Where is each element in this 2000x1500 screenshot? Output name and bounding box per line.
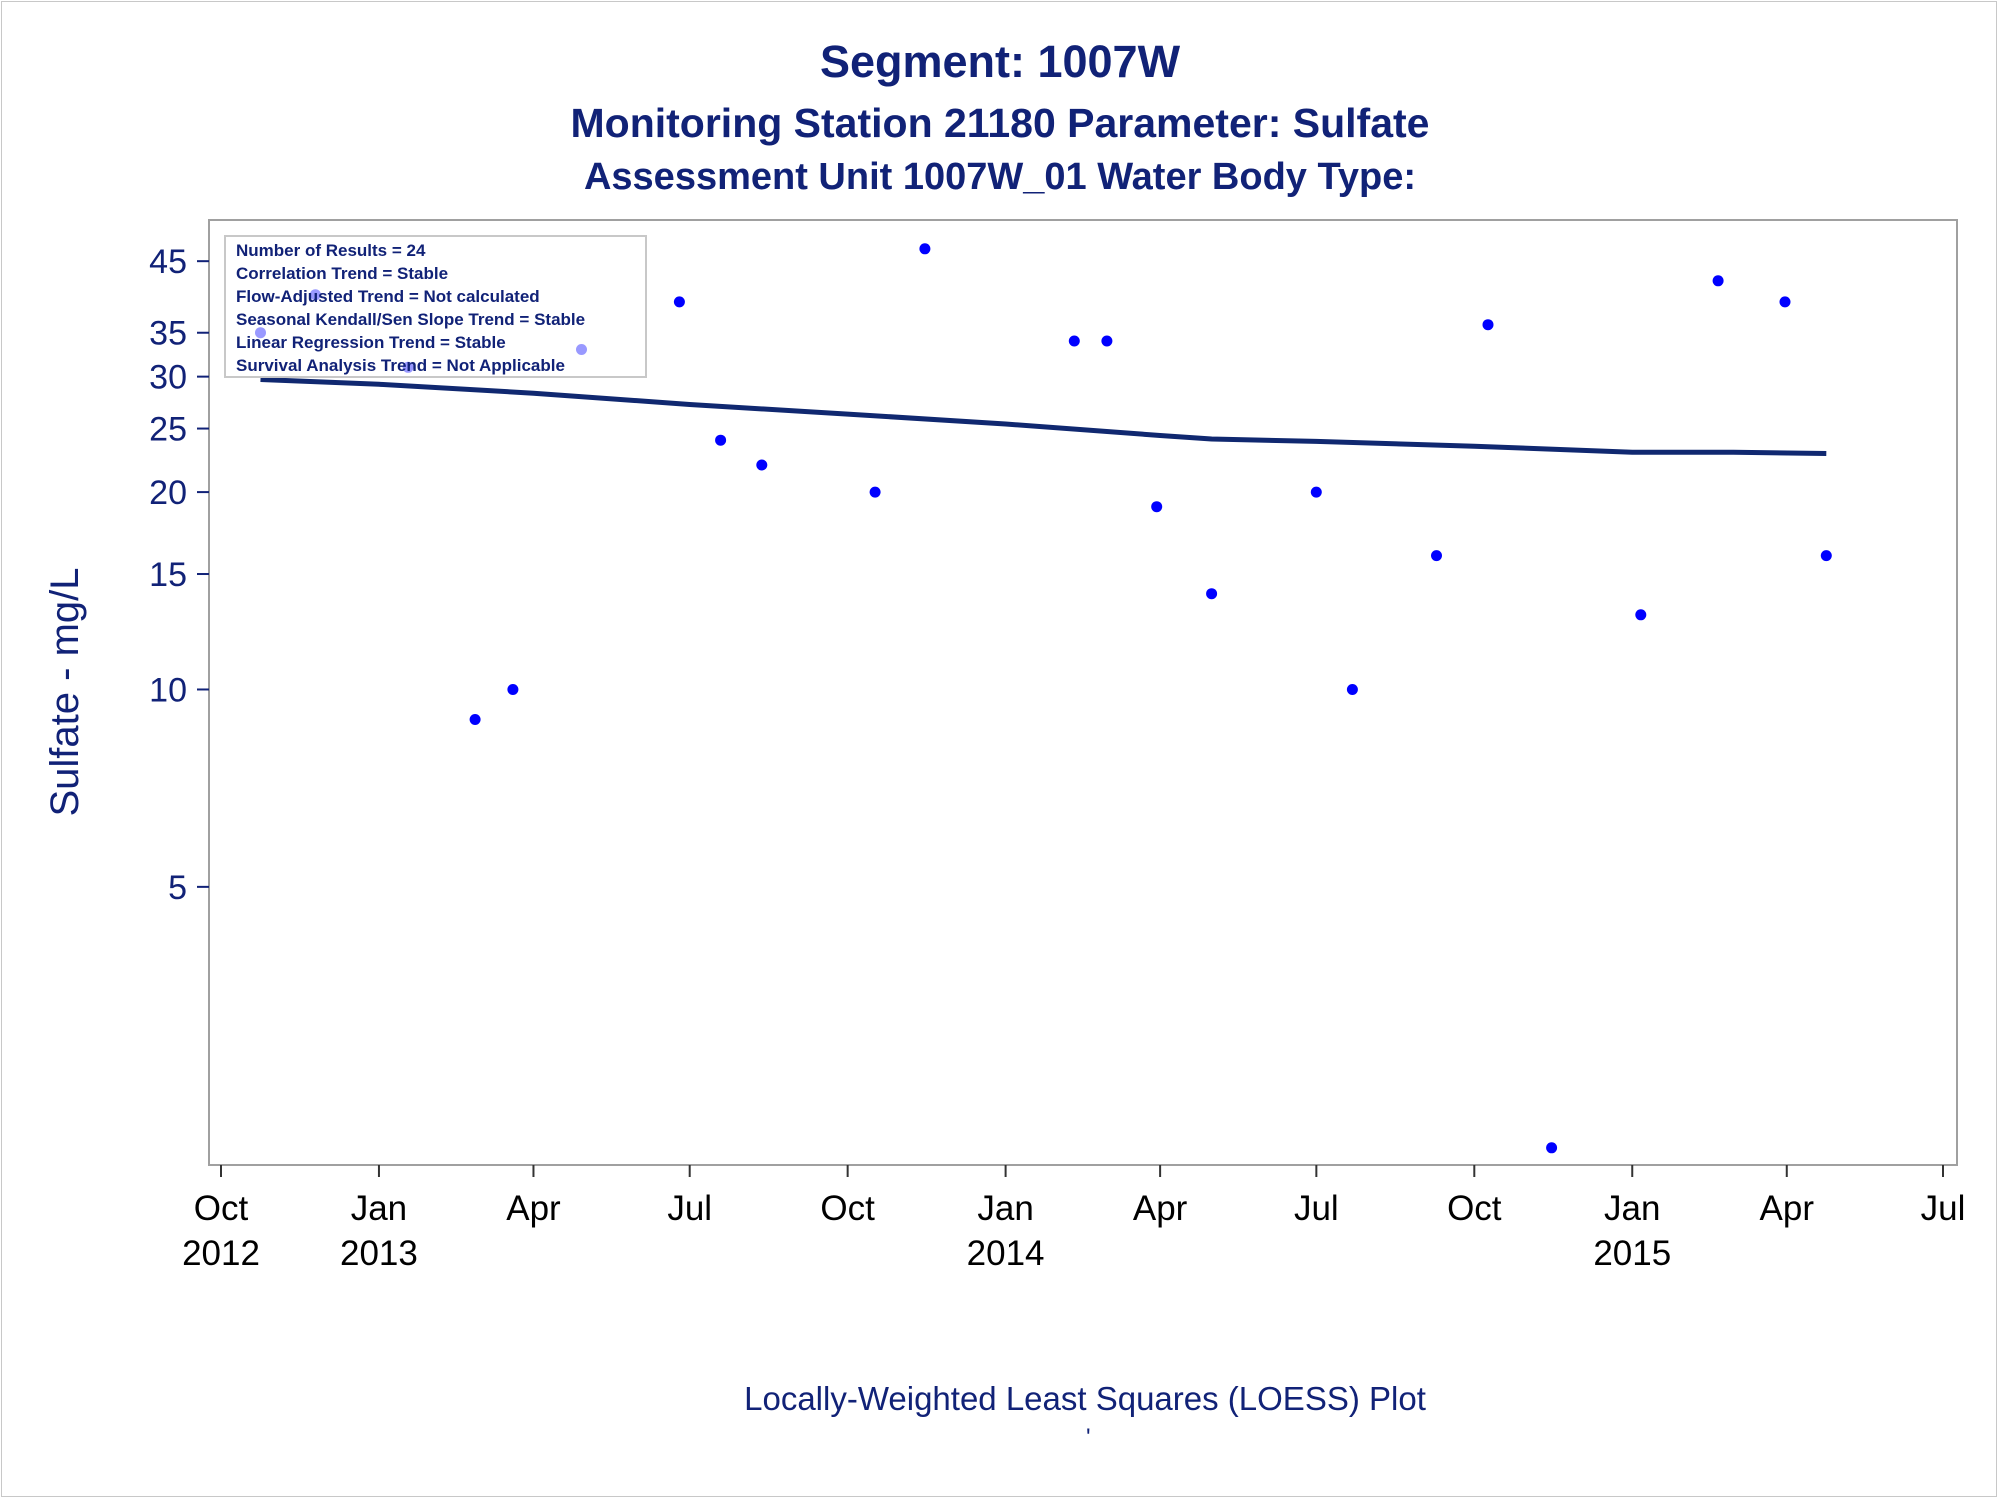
x-tick-year-2015: 2015	[1593, 1234, 1671, 1273]
data-point-20	[1546, 1142, 1558, 1154]
x-tick-label-jul-7: Jul	[1294, 1189, 1339, 1228]
legend-line-4: Seasonal Kendall/Sen Slope Trend = Stabl…	[236, 310, 585, 329]
legend-box	[224, 235, 647, 378]
y-tick-label-30: 30	[149, 359, 187, 397]
data-point-10	[869, 486, 881, 498]
data-point-21	[1635, 609, 1647, 621]
x-tick-label-oct-4: Oct	[820, 1189, 875, 1228]
x-tick-label-jul-3: Jul	[667, 1189, 712, 1228]
data-point-16	[1310, 486, 1322, 498]
data-point-9	[756, 459, 768, 471]
legend-line-1: Number of Results = 24	[236, 241, 426, 260]
data-point-19	[1482, 319, 1494, 331]
trend-statistics-legend: Number of Results = 24 Correlation Trend …	[224, 235, 647, 378]
data-point-13	[1101, 335, 1113, 347]
data-point-4	[469, 714, 481, 725]
loess-trend-line	[260, 377, 1827, 456]
data-point-18	[1431, 550, 1442, 562]
x-tick-label-jul-11: Jul	[1921, 1189, 1966, 1228]
data-point-23	[1779, 296, 1791, 308]
data-point-12	[1068, 335, 1080, 347]
y-tick-label-10: 10	[149, 671, 187, 709]
plot-area	[208, 219, 1958, 1166]
x-tick-label-oct-8: Oct	[1447, 1189, 1502, 1228]
data-point-7	[673, 296, 685, 308]
data-points	[255, 243, 1832, 1154]
x-tick-label-apr-6: Apr	[1133, 1189, 1188, 1228]
x-tick-label-jan-5: Jan	[977, 1189, 1033, 1228]
data-point-15	[1206, 588, 1218, 600]
y-tick-label-5: 5	[168, 869, 187, 907]
legend-line-3: Flow-Adjusted Trend = Not calculated	[236, 287, 540, 306]
x-tick-year-2014: 2014	[967, 1234, 1045, 1273]
chart-title: Segment: 1007W	[819, 36, 1181, 87]
data-point-11	[919, 243, 931, 255]
x-tick-label-apr-2: Apr	[506, 1189, 561, 1228]
data-point-5	[507, 684, 519, 695]
y-tick-label-45: 45	[149, 243, 187, 281]
x-axis: Oct 2012 Jan 2013 Apr Jul Oct Jan 2014 Apr Jul Oct J…	[182, 1165, 1965, 1273]
legend-line-6: Survival Analysis Trend = Not Applicable	[236, 356, 565, 375]
y-tick-label-20: 20	[149, 474, 187, 512]
x-tick-year-2013: 2013	[340, 1234, 418, 1273]
loess-polyline	[260, 377, 1827, 456]
legend-line-5: Linear Regression Trend = Stable	[236, 333, 506, 352]
chart-subtitle-station: Monitoring Station 21180 Parameter: Sulf…	[570, 100, 1430, 146]
x-tick-label-jan-9: Jan	[1604, 1189, 1660, 1228]
y-axis: 5 10 15 20 25 30 35 45	[149, 243, 209, 907]
y-axis-label: Sulfate - mg/L	[43, 567, 87, 816]
data-point-8	[715, 434, 727, 446]
y-tick-label-35: 35	[149, 315, 187, 353]
footnote: Locally-Weighted Least Squares (LOESS) P…	[744, 1380, 1426, 1417]
x-tick-year-2012: 2012	[182, 1234, 260, 1273]
data-point-17	[1346, 684, 1358, 695]
x-tick-label-apr-10: Apr	[1760, 1189, 1815, 1228]
data-point-24	[1820, 550, 1832, 562]
data-point-22	[1712, 275, 1724, 287]
footnote-mark: '	[1086, 1424, 1091, 1451]
chart-subtitle-assessment-unit: Assessment Unit 1007W_01 Water Body Type…	[583, 156, 1417, 198]
x-tick-label-jan-1: Jan	[351, 1189, 407, 1228]
legend-line-2: Correlation Trend = Stable	[236, 264, 448, 283]
data-point-14	[1151, 501, 1163, 513]
y-tick-label-25: 25	[149, 411, 187, 449]
x-tick-label-oct-0: Oct	[194, 1189, 249, 1228]
y-tick-label-15: 15	[149, 556, 187, 594]
